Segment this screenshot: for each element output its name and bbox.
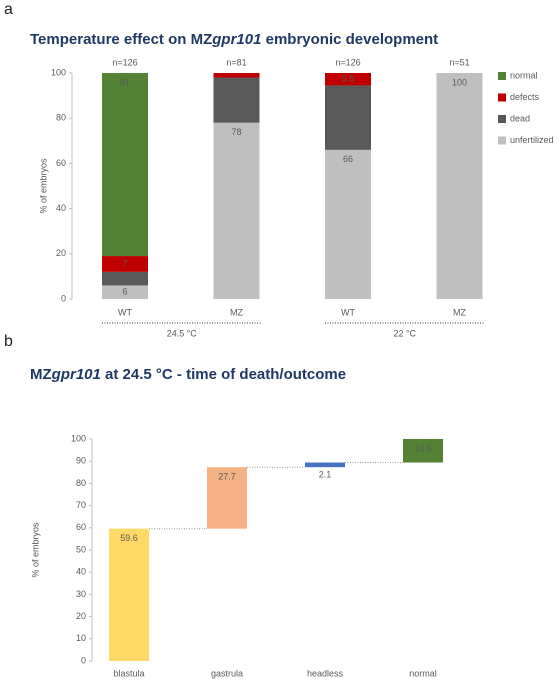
bar	[305, 462, 345, 468]
value-label: 59.6	[120, 533, 138, 543]
legend-label: unfertilized	[510, 135, 554, 145]
value-label: 20	[231, 82, 241, 92]
y-tick-label: 80	[76, 478, 86, 488]
title-part: gpr101	[51, 366, 101, 383]
title-part: Temperature effect on MZ	[30, 31, 212, 48]
bar	[109, 528, 149, 661]
x-tick-label: headless	[307, 668, 344, 678]
value-label: 2.1	[319, 470, 332, 480]
bar-segment	[213, 122, 260, 299]
bar-segment	[325, 73, 371, 86]
value-label: 27.7	[218, 472, 236, 482]
legend-swatch	[498, 72, 506, 80]
group-label: 24.5 °C	[167, 328, 198, 338]
n-label: n=126	[112, 57, 137, 67]
n-label: n=126	[335, 57, 360, 67]
bar-segment	[213, 77, 260, 123]
y-tick-label: 60	[76, 522, 86, 532]
x-tick-label: MZ	[230, 307, 243, 317]
value-label: 6	[122, 273, 127, 283]
value-label: 10.6	[414, 443, 432, 453]
title-part: gpr101	[211, 31, 261, 48]
legend-label: normal	[510, 70, 538, 80]
x-tick-label: MZ	[453, 307, 466, 317]
value-label: 81	[120, 77, 130, 87]
y-tick-label: 100	[51, 67, 66, 77]
y-tick-label: 70	[76, 500, 86, 510]
y-tick-label: 40	[56, 203, 66, 213]
y-tick-label: 60	[56, 158, 66, 168]
x-tick-label: WT	[118, 307, 132, 317]
legend-swatch	[498, 93, 506, 102]
bar-segment	[102, 285, 148, 299]
y-tick-label: 10	[76, 633, 86, 643]
value-label: 100	[452, 77, 467, 87]
y-tick-label: 20	[76, 611, 86, 621]
title-part: embryonic development	[261, 31, 438, 48]
title-part: at 24.5 °C - time of death/outcome	[101, 366, 346, 383]
bar-segment	[325, 149, 371, 299]
legend-label: defects	[510, 92, 540, 102]
panel-label: a	[4, 1, 13, 18]
panel-label: b	[4, 333, 13, 350]
chart-title: MZgpr101 at 24.5 °C - time of death/outc…	[30, 366, 346, 383]
legend-label: dead	[510, 113, 530, 123]
bar-segment	[213, 73, 260, 78]
value-label: 5.5	[342, 74, 355, 84]
bar-segment	[102, 271, 148, 286]
legend-swatch	[498, 136, 506, 145]
n-label: n=81	[226, 57, 246, 67]
x-tick-label: gastrula	[211, 668, 243, 678]
y-tick-label: 0	[81, 655, 86, 665]
value-label: 78	[231, 127, 241, 137]
legend-swatch	[498, 115, 506, 123]
value-label: 6	[122, 287, 127, 297]
x-tick-label: normal	[409, 668, 437, 678]
y-tick-label: 40	[76, 567, 86, 577]
x-tick-label: WT	[341, 307, 355, 317]
y-tick-label: 50	[76, 544, 86, 554]
bar-segment	[102, 73, 148, 257]
y-tick-label: 0	[61, 293, 66, 303]
bar	[403, 439, 443, 463]
bar-segment	[325, 85, 371, 150]
y-tick-label: 30	[76, 589, 86, 599]
bar-segment	[436, 73, 483, 299]
title-part: MZ	[30, 366, 52, 383]
value-label: 7	[122, 258, 127, 268]
y-tick-label: 90	[76, 456, 86, 466]
group-label: 22 °C	[393, 328, 416, 338]
bar-segment	[102, 256, 148, 272]
y-tick-label: 80	[56, 113, 66, 123]
y-tick-label: 20	[56, 248, 66, 258]
y-tick-label: 100	[71, 433, 86, 443]
y-axis-label: % of embryos	[30, 522, 40, 578]
value-label: 66	[343, 154, 353, 164]
chart-title: Temperature effect on MZgpr101 embryonic…	[30, 31, 438, 48]
x-tick-label: blastula	[113, 668, 144, 678]
value-label: 28.5	[339, 90, 357, 100]
bar	[207, 467, 247, 529]
y-axis-label: % of embryos	[38, 158, 48, 214]
n-label: n=51	[449, 57, 469, 67]
